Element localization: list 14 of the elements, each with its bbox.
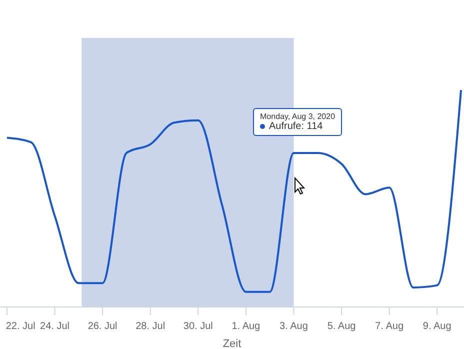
x-axis-title: Zeit [222, 338, 242, 349]
annotation: Aufrufe: 114 [269, 121, 323, 132]
x-tick-label: 1. Aug [232, 321, 260, 332]
x-tick-label: 30. Jul [183, 321, 213, 332]
x-tick-label: 9. Aug [422, 321, 452, 332]
annotation: Monday, Aug 3, 2020 [260, 112, 336, 121]
tooltip: Monday, Aug 3, 2020 Aufrufe: 114 [253, 108, 342, 136]
x-tick-label: 26. Jul [88, 321, 118, 332]
x-tick-label: 22. Jul [6, 321, 36, 332]
x-tick-label: 28. Jul [136, 321, 166, 332]
x-tick-label: 3. Aug [280, 321, 308, 332]
x-tick-label: 24. Jul [40, 321, 70, 332]
x-tick-label: 5. Aug [327, 321, 356, 332]
x-tick-label: 7. Aug [375, 321, 404, 332]
